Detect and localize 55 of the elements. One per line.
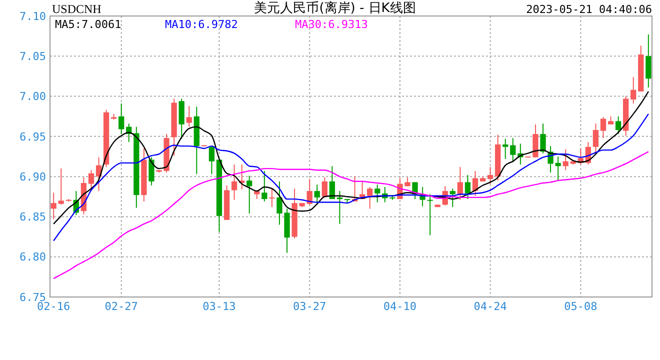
- candlestick: [50, 192, 56, 220]
- candlestick: [58, 168, 64, 206]
- chart-title: 美元人民币(离岸) - 日K线图: [254, 0, 416, 16]
- candlestick: [510, 138, 516, 163]
- line-series: [52, 151, 650, 280]
- x-tick-label: 02-27: [104, 300, 138, 313]
- y-tick-label: 6.80: [20, 250, 46, 264]
- y-tick-label: 6.85: [20, 210, 46, 224]
- candlestick: [472, 170, 478, 196]
- candlestick: [630, 76, 636, 104]
- candlestick: [186, 105, 192, 128]
- candlestick: [562, 148, 568, 171]
- candlestick: [427, 194, 433, 236]
- candlestick: [646, 34, 652, 88]
- candlestick: [450, 188, 456, 208]
- candlestick: [231, 164, 238, 200]
- candlestick: [269, 188, 275, 208]
- text: MA10:6.9782: [165, 18, 238, 31]
- candlestick: [464, 174, 471, 200]
- candlestick: [502, 138, 508, 160]
- candlestick: [118, 103, 124, 135]
- y-tick-label: 7.05: [20, 50, 46, 63]
- candlestick: [314, 184, 320, 203]
- candlestick: [178, 98, 184, 140]
- candlestick: [592, 123, 599, 155]
- y-tick-label: 6.95: [20, 130, 46, 144]
- y-tick-label: 7.10: [20, 10, 46, 23]
- candlestick: [615, 116, 622, 135]
- x-tick-label: 03-27: [293, 300, 326, 313]
- y-tick-label: 6.90: [20, 170, 46, 184]
- candlestick: [336, 190, 343, 224]
- candlestick: [246, 175, 252, 214]
- candlestick: [322, 176, 328, 198]
- x-tick-label: 04-10: [383, 300, 417, 313]
- candlestick: [367, 186, 373, 210]
- x-tick-label: 05-08: [564, 300, 598, 313]
- chart-subtitle: USDCNH: [52, 2, 102, 16]
- candlestick: [457, 166, 464, 200]
- candlestick: [208, 146, 215, 175]
- candlestick: [262, 170, 268, 202]
- text: 2023-05-21 04:40:06: [526, 3, 652, 16]
- candlestick: [88, 170, 94, 190]
- x-tick-label: 02-16: [37, 300, 70, 313]
- line-series: [52, 90, 650, 225]
- candlestick: [487, 166, 494, 184]
- candlestick: [374, 184, 380, 203]
- x-tick-label: 04-24: [474, 300, 508, 313]
- y-tick-label: 7.00: [20, 90, 46, 104]
- candlestick: [148, 156, 154, 186]
- line-series: [52, 113, 650, 242]
- candlestick: [540, 123, 546, 154]
- text: MA5:7.0061: [55, 18, 122, 31]
- x-tick-label: 03-13: [202, 300, 236, 313]
- candlestick: [600, 116, 606, 139]
- text: MA30:6.9313: [295, 18, 368, 31]
